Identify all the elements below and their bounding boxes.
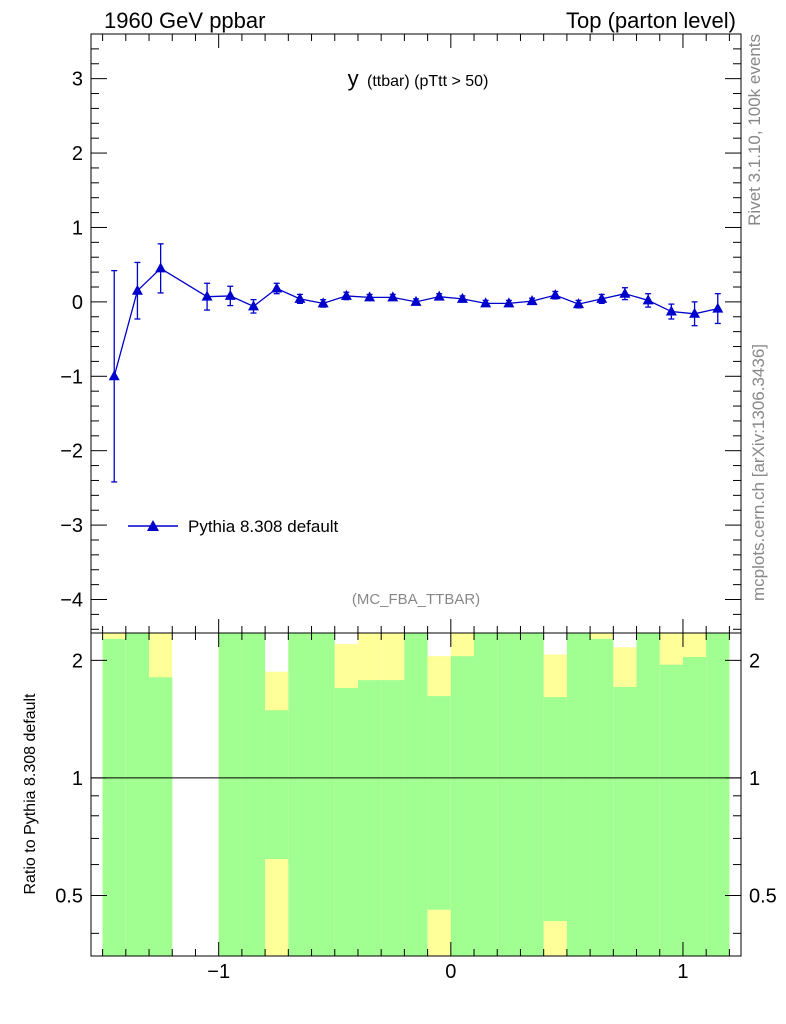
ratio-band-inner (520, 633, 544, 956)
ratio-ylabel: Ratio to Pythia 8.308 default (22, 693, 39, 895)
ratio-band-inner (381, 680, 405, 956)
ratio-y-tick-label-left: 2 (72, 650, 83, 672)
x-tick-label: 0 (445, 961, 456, 983)
ratio-band-inner (357, 680, 382, 956)
ratio-bands (91, 633, 741, 956)
data-point (665, 305, 677, 316)
data-point (201, 290, 213, 301)
plot-title-sub: (ttbar) (pTtt > 50) (367, 73, 488, 90)
ratio-y-tick-label-right: 2 (749, 650, 760, 672)
mcplots-label: mcplots.cern.ch [arXiv:1306.3436] (749, 344, 768, 601)
ratio-y-tick-label-right: 0.5 (749, 886, 777, 908)
data-point (712, 302, 724, 313)
ratio-band-inner (218, 633, 242, 956)
header-left: 1960 GeV ppbar (104, 8, 265, 33)
main-frame (90, 33, 742, 634)
data-point (364, 291, 376, 302)
data-point (596, 292, 608, 303)
ratio-band-inner (334, 687, 358, 956)
data-point (642, 294, 654, 305)
y-tick-label: −4 (60, 590, 83, 612)
data-point (480, 297, 492, 308)
ratio-band-inner (125, 633, 150, 956)
data-point (340, 289, 352, 300)
axes: −1 0 1 3 2 1 0 −1 −2 −3 −4 2 2 1 1 0.5 0.5 (55, 33, 777, 983)
ratio-band-inner (497, 633, 521, 956)
analysis-id: (MC_FBA_TTBAR) (352, 591, 480, 608)
data-point (131, 284, 143, 295)
ratio-band-inner (659, 664, 683, 956)
ratio-frame (90, 632, 742, 957)
data-point (549, 289, 561, 300)
data-point (689, 307, 701, 318)
data-point (224, 289, 236, 300)
data-point (294, 292, 306, 303)
ratio-band-inner (450, 656, 475, 956)
main-series (108, 243, 724, 483)
legend-marker (147, 520, 159, 531)
y-tick-label: 0 (72, 292, 83, 314)
ratio-y-tick-label-left: 1 (72, 768, 83, 790)
data-point (433, 290, 445, 301)
data-point (619, 287, 631, 298)
ratio-band-inner (404, 633, 428, 956)
y-tick-label: 3 (72, 69, 83, 91)
ratio-band-inner (706, 633, 730, 956)
data-point (387, 291, 399, 302)
header-right: Top (parton level) (566, 8, 736, 33)
data-point (573, 298, 584, 309)
ratio-y-tick-label-left: 0.5 (55, 886, 83, 908)
data-point (456, 292, 468, 303)
ratio-band-inner (241, 633, 266, 956)
data-point (503, 297, 515, 308)
series-line (113, 267, 718, 377)
ratio-band-inner (474, 633, 498, 956)
ratio-band-inner (427, 696, 451, 910)
legend-label: Pythia 8.308 default (188, 517, 339, 536)
data-point (271, 282, 283, 293)
rivet-label: Rivet 3.1.10, 100k events (745, 34, 764, 226)
ratio-band-inner (682, 656, 707, 956)
data-point (155, 262, 167, 273)
ratio-band-inner (590, 638, 614, 956)
data-point (526, 295, 538, 306)
data-point (248, 300, 259, 311)
data-point (108, 370, 120, 381)
plot-title: y (ttbar) (pTtt > 50) (348, 66, 489, 91)
x-tick-label: 1 (677, 961, 688, 983)
data-point (410, 295, 422, 306)
ratio-band-inner (265, 710, 289, 860)
y-tick-label: −1 (60, 366, 83, 388)
ratio-band-inner (149, 677, 173, 956)
plot-title-main: y (348, 66, 359, 91)
ratio-band-inner (566, 633, 591, 956)
y-tick-label: 2 (72, 143, 83, 165)
ratio-band-inner (636, 633, 660, 956)
ratio-band-inner (288, 633, 312, 956)
data-point (317, 297, 329, 308)
y-tick-label: −2 (60, 441, 83, 463)
ratio-y-tick-label-right: 1 (749, 768, 760, 790)
ratio-band-inner (543, 697, 567, 922)
ratio-band-inner (311, 633, 335, 956)
ratio-band-inner (613, 686, 637, 956)
ratio-band-inner (102, 638, 126, 956)
y-tick-label: −3 (60, 515, 83, 537)
x-tick-label: −1 (207, 961, 230, 983)
y-tick-label: 1 (72, 217, 83, 239)
